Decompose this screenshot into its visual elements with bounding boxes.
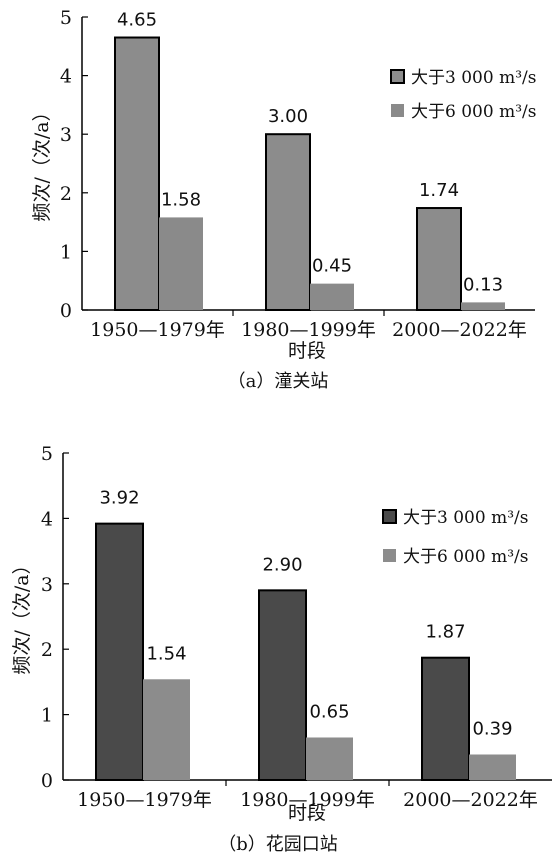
x-axis-title: 时段	[288, 340, 326, 362]
data-label: 1.74	[419, 180, 459, 201]
x-category-label: 2000—2022年	[392, 319, 527, 341]
y-tick-label: 5	[60, 7, 72, 29]
data-label: 0.65	[309, 701, 349, 722]
chart-title: （b）花园口站	[218, 834, 338, 855]
bar	[95, 522, 144, 782]
y-tick-label: 3	[60, 124, 72, 146]
y-tick-label: 1	[60, 241, 72, 263]
data-label: 2.90	[262, 554, 302, 575]
bar	[159, 217, 203, 310]
data-label: 1.54	[146, 643, 186, 664]
y-tick-label: 4	[41, 508, 53, 530]
bar	[461, 302, 505, 310]
y-tick-label: 1	[41, 705, 53, 727]
data-label: 4.65	[117, 10, 157, 31]
y-tick-label: 0	[41, 770, 53, 792]
x-category-label: 1950—1979年	[77, 789, 212, 811]
bar	[310, 283, 354, 310]
legend-swatch	[391, 104, 404, 117]
bar	[421, 656, 470, 781]
legend-label: 大于3 000 m³/s	[411, 68, 536, 88]
bar	[114, 36, 160, 311]
bar	[306, 737, 353, 780]
x-axis-title: 时段	[288, 802, 326, 824]
bar	[265, 133, 311, 311]
legend-swatch	[383, 549, 396, 562]
y-tick-label: 5	[41, 443, 53, 465]
bar	[258, 589, 307, 781]
data-label: 0.13	[463, 274, 503, 295]
x-category-label: 2000—2022年	[403, 789, 538, 811]
legend-label: 大于6 000 m³/s	[403, 547, 528, 567]
x-category-label: 1950—1979年	[90, 319, 225, 341]
chart-a-tongguan: 频次/（次/a） 时段 （a）潼关站 0 1 2 3 4 5 1950—1979年 4.65 1…	[31, 7, 536, 392]
data-label: 1.87	[425, 622, 465, 643]
chart-title: （a）潼关站	[228, 371, 329, 392]
data-label: 1.58	[161, 189, 201, 210]
x-category-label: 1980—1999年	[241, 319, 376, 341]
data-label: 0.39	[472, 718, 512, 739]
legend-swatch	[390, 69, 405, 84]
y-tick-label: 4	[60, 66, 72, 88]
chart-b-huayuankou: 频次/（次/a） 时段 （b）花园口站 0 1 2 3 4 5 1950—1979年 3.92…	[11, 443, 552, 855]
y-axis-title: 频次/（次/a）	[11, 555, 33, 674]
bar	[143, 679, 190, 780]
legend-label: 大于3 000 m³/s	[403, 508, 528, 528]
bar	[416, 207, 462, 311]
legend-swatch	[382, 509, 397, 524]
x-category-label: 1980—1999年	[240, 789, 375, 811]
y-tick-label: 3	[41, 574, 53, 596]
bar	[469, 754, 516, 780]
data-label: 0.45	[312, 256, 352, 277]
y-tick-label: 2	[60, 183, 72, 205]
y-axis-title: 频次/（次/a）	[31, 102, 53, 221]
legend-label: 大于6 000 m³/s	[411, 102, 536, 122]
y-tick-label: 2	[41, 639, 53, 661]
data-label: 3.00	[268, 106, 308, 127]
y-tick-label: 0	[60, 300, 72, 322]
data-label: 3.92	[99, 488, 139, 509]
